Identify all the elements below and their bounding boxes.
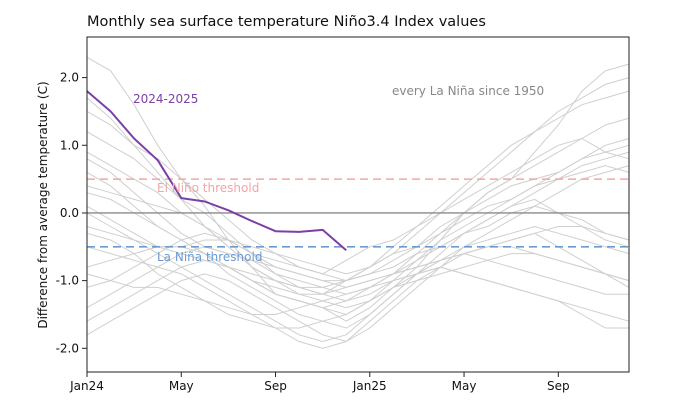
background-series-line [86, 158, 630, 282]
background-series-line [86, 192, 630, 329]
x-axis: Jan24 May Sep Jan25 May Sep [69, 372, 570, 393]
background-series-line [86, 138, 630, 275]
highlight-series-line [86, 90, 347, 251]
y-tick-label: 1.0 [60, 138, 79, 152]
x-tick-label: Jan25 [352, 379, 387, 393]
y-tick-label: -1.0 [56, 274, 79, 288]
la-nina-threshold-label: La Niña threshold [157, 250, 262, 264]
annotation-2024-2025: 2024-2025 [133, 92, 198, 106]
x-tick-label: May [169, 379, 194, 393]
background-series-line [86, 165, 630, 343]
background-series-line [86, 226, 630, 288]
background-series-line [86, 266, 629, 329]
highlight-series-group [86, 90, 347, 251]
y-tick-label: 0.0 [60, 206, 79, 220]
background-series-line [86, 131, 630, 302]
y-tick-label: 2.0 [60, 71, 79, 85]
background-series-line [86, 110, 630, 275]
annotation-every-la-nina: every La Niña since 1950 [392, 84, 544, 98]
y-tick-label: -2.0 [56, 341, 79, 355]
x-tick-label: Sep [547, 379, 570, 393]
background-series-line [86, 56, 630, 322]
background-series-line [86, 253, 630, 322]
y-axis-label: Difference from average temperature (C) [36, 81, 50, 328]
x-tick-label: May [452, 379, 477, 393]
background-series-line [86, 232, 629, 329]
background-series-line [86, 225, 630, 343]
reference-lines-group [87, 178, 629, 248]
annotations-group: 2024-2025 every La Niña since 1950 El Ni… [133, 84, 544, 264]
y-axis: -2.0 -1.0 0.0 1.0 2.0 [56, 71, 87, 355]
chart-title: Monthly sea surface temperature Niño3.4 … [87, 14, 486, 30]
x-tick-label: Jan24 [69, 379, 104, 393]
x-tick-label: Sep [264, 379, 287, 393]
background-series-line [86, 77, 630, 288]
background-series-line [86, 232, 630, 349]
plot-frame [86, 36, 630, 373]
background-series-group [86, 56, 630, 349]
el-nino-threshold-label: El Niño threshold [157, 181, 259, 195]
